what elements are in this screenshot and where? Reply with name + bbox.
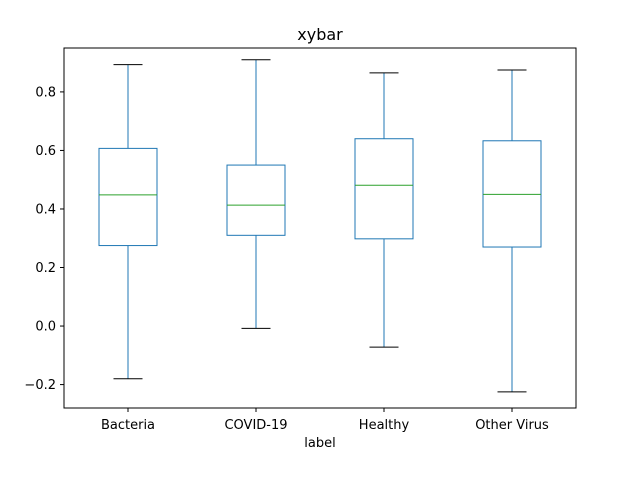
x-tick-label: Bacteria xyxy=(101,418,155,433)
x-tick-label: Healthy xyxy=(359,418,410,433)
box-4 xyxy=(482,69,542,393)
y-axis: −0.2 0.0 0.2 0.4 0.6 0.8 xyxy=(24,85,64,393)
y-tick-label: 0.0 xyxy=(35,320,56,335)
plot-marks xyxy=(98,59,542,393)
box-2 xyxy=(226,59,286,329)
x-axis: Bacteria COVID-19 Healthy Other Virus xyxy=(101,408,549,433)
iqr-box xyxy=(98,147,158,247)
x-tick-label: Other Virus xyxy=(475,418,549,433)
y-tick-label: 0.4 xyxy=(35,202,56,217)
x-axis-label: label xyxy=(304,436,335,451)
chart-title: xybar xyxy=(297,25,343,44)
axes-frame xyxy=(63,47,577,409)
iqr-box xyxy=(354,138,414,240)
y-tick-label: 0.6 xyxy=(35,144,56,159)
box-1 xyxy=(98,64,158,380)
x-tick-label: COVID-19 xyxy=(224,418,287,433)
y-tick-label: −0.2 xyxy=(24,378,56,393)
y-tick-label: 0.2 xyxy=(35,261,56,276)
box-3 xyxy=(354,72,414,348)
iqr-box xyxy=(226,164,286,236)
y-tick-label: 0.8 xyxy=(35,85,56,100)
